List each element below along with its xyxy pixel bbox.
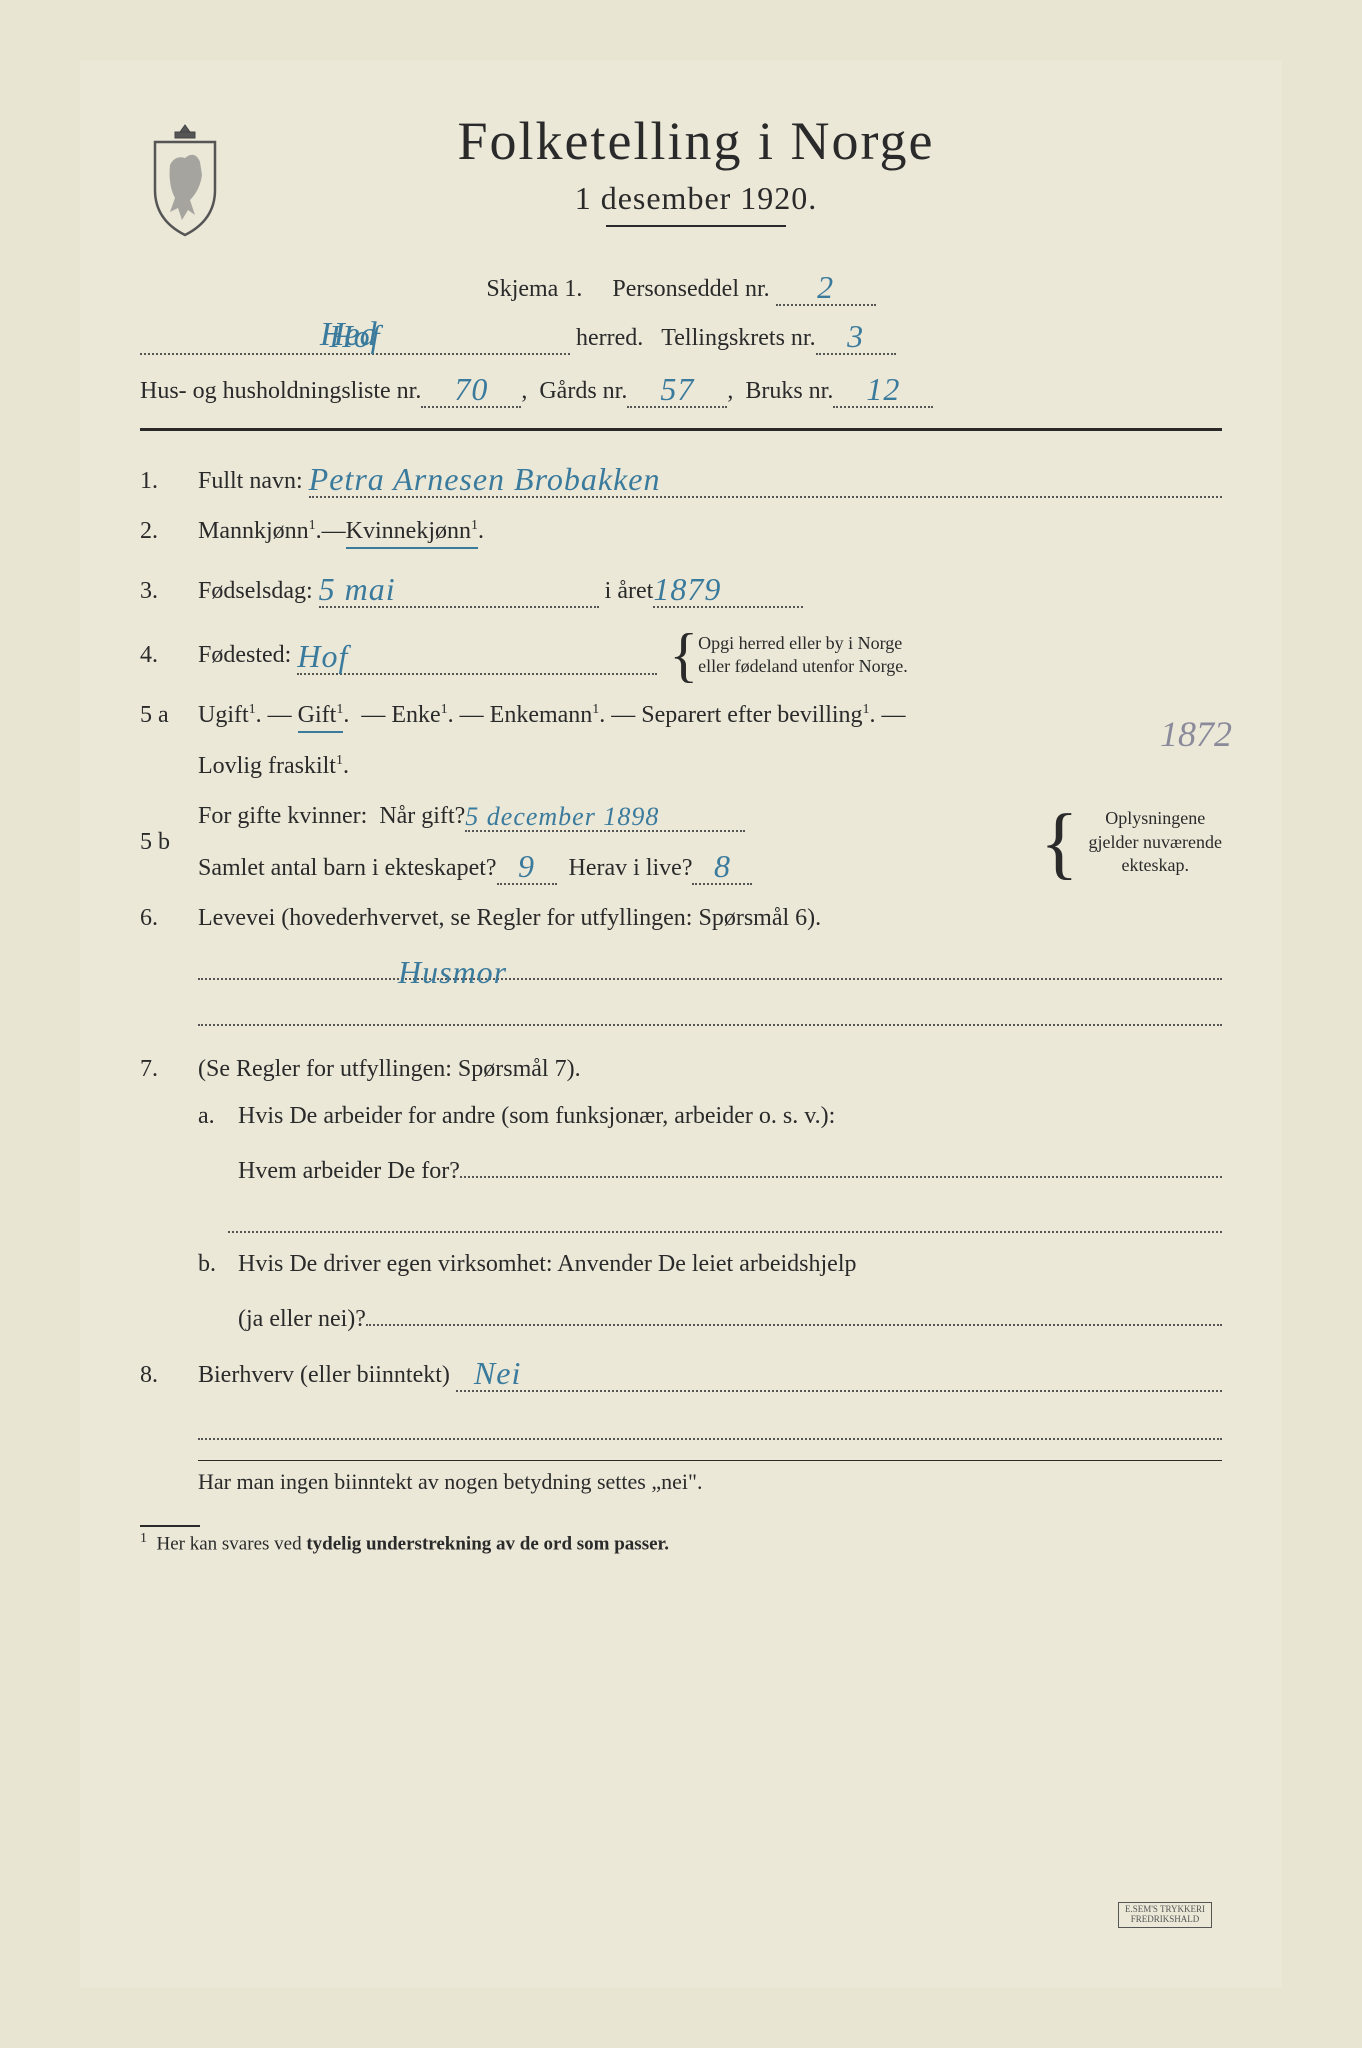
q3-label: Fødselsdag: [198,578,313,605]
gards-label: Gårds nr. [539,378,627,405]
q2-kvinne: Kvinnekjønn1 [346,518,478,549]
row-num-5b: 5 b [140,829,188,856]
row-num-3: 3. [140,578,188,605]
q5b-samlet: Samlet antal barn i ekteskapet? [198,855,497,882]
row-num-4: 4. [140,642,188,669]
q5a-enke: Enke1. [391,702,453,729]
q5b-nargift: Når gift? [379,803,465,830]
q5b-note: Oplysningene gjelder nuværende ekteskap. [1089,807,1222,877]
herred-label: herred. [576,325,643,352]
row-letter-a: a. [198,1103,228,1130]
row-num-6: 6. [140,905,188,932]
herred-value: Hof [330,318,381,354]
q3-year: 1879 [653,571,721,607]
subtitle: 1 desember 1920. [260,180,1132,217]
personseddel-label: Personseddel nr. [612,276,769,302]
q3-day: 5 mai [319,571,396,607]
q5b-herav: Herav i live? [569,855,693,882]
gards-value: 57 [660,371,694,407]
row-num-1: 1. [140,468,188,495]
q1-label: Fullt navn: [198,468,303,495]
q8-value: Nei [474,1355,521,1391]
q5b-herav-value: 8 [714,848,731,884]
bottom-note: Har man ingen biinntekt av nogen betydni… [198,1460,1222,1495]
q3-year-label: i året [605,578,654,605]
row-num-5a: 5 a [140,702,188,729]
q4-label: Fødested: [198,642,291,669]
q5a-enkemann: Enkemann1. [490,702,606,729]
brace-icon: { [1040,811,1078,875]
coat-of-arms-icon [140,120,230,240]
husliste-label: Hus- og husholdningsliste nr. [140,378,421,405]
q7a-text1: Hvis De arbeider for andre (som funksjon… [238,1103,835,1130]
row-num-2: 2. [140,518,188,545]
q7-text: (Se Regler for utfyllingen: Spørsmål 7). [198,1056,581,1083]
q8-label: Bierhverv (eller biinntekt) [198,1362,450,1389]
brace-icon: { [669,628,698,682]
footnote-num: 1 [140,1531,147,1546]
q5b-samlet-value: 9 [518,848,535,884]
q5a-separert: Separert efter bevilling1. [641,702,875,729]
pencil-year: 1872 [1160,713,1232,755]
printer-stamp: E.SEM'S TRYKKERIFREDRIKSHALD [1118,1902,1212,1928]
q4-note: Opgi herred eller by i Norge eller fødel… [698,632,908,679]
row-num-7: 7. [140,1056,188,1083]
q5b-nargift-value: 5 december 1898 [465,802,659,831]
q5a-ugift: Ugift1. [198,702,262,729]
skjema-label: Skjema 1. [486,276,582,302]
tellingskrets-value: 3 [847,318,864,354]
bruks-value: 12 [866,371,900,407]
row-num-8: 8. [140,1362,188,1389]
divider [140,428,1222,431]
q5b-label: For gifte kvinner: [198,803,367,830]
footnote-text: Her kan svares ved tydelig understreknin… [157,1533,669,1554]
bruks-label: Bruks nr. [745,378,833,405]
personseddel-value: 2 [817,269,834,305]
q7b-text1: Hvis De driver egen virksomhet: Anvender… [238,1251,856,1278]
q5a-gift: Gift1 [298,702,344,733]
q7a-text2: Hvem arbeider De for? [238,1158,460,1185]
q7b-text2: (ja eller nei)? [238,1306,366,1333]
row-letter-b: b. [198,1251,228,1278]
tellingskrets-label: Tellingskrets nr. [661,325,815,352]
q2-mann: Mannkjønn1. [198,518,322,545]
q2-dash: — [322,518,346,545]
q1-value: Petra Arnesen Brobakken [309,461,661,497]
q6-value: Husmor [398,954,507,990]
husliste-value: 70 [454,371,488,407]
main-title: Folketelling i Norge [260,110,1132,172]
footnote-rule [140,1525,200,1527]
title-underline [606,225,786,227]
q4-value: Hof [297,638,348,674]
q6-text: Levevei (hovederhvervet, se Regler for u… [198,905,821,932]
q5a-lovlig: Lovlig fraskilt1. [198,753,349,780]
